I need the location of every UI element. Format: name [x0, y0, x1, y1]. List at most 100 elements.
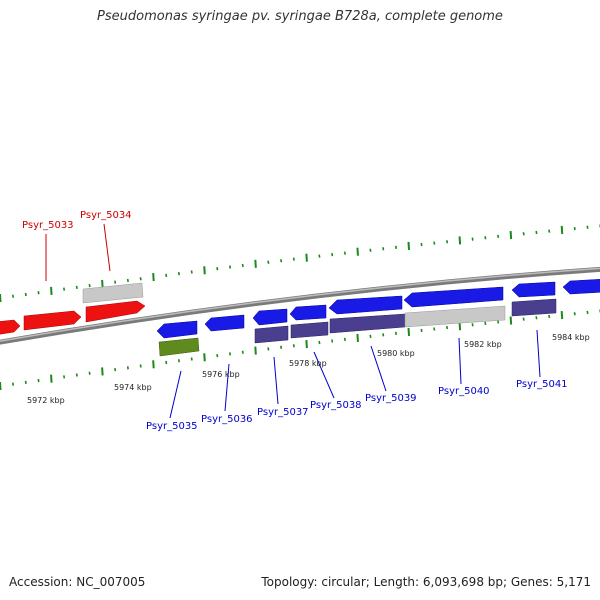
tick-mark: [24, 292, 27, 297]
tick-mark: [471, 237, 474, 241]
gene-label-psyr-5036[interactable]: Psyr_5036: [201, 414, 253, 425]
tick-mark: [356, 333, 359, 342]
gene-block-grey: [82, 282, 144, 304]
tick-mark: [190, 270, 193, 274]
tick-mark: [203, 266, 206, 275]
tick-mark: [88, 371, 91, 375]
tick-mark: [50, 286, 53, 295]
leader-line-psyr-5038: [313, 351, 335, 399]
tick-mark: [0, 293, 2, 303]
scale-label: 5972 kbp: [27, 396, 65, 405]
tick-mark: [152, 360, 155, 369]
tick-mark: [177, 359, 181, 363]
tick-mark: [165, 273, 168, 277]
tick-mark: [241, 263, 244, 268]
leader-line-psyr-5041: [536, 329, 541, 378]
tick-mark: [548, 229, 551, 233]
tick-mark: [37, 291, 40, 295]
tick-mark: [203, 353, 206, 362]
tick-mark: [343, 251, 346, 255]
leader-line-psyr-5040: [458, 337, 462, 385]
gene-label-psyr-5034[interactable]: Psyr_5034: [80, 210, 132, 221]
tick-mark: [420, 242, 423, 247]
tick-mark: [216, 353, 219, 358]
tick-mark: [254, 259, 257, 268]
tick-mark: [11, 382, 15, 386]
genome-stats-text: Topology: circular; Length: 6,093,698 bp…: [261, 575, 591, 589]
gene-arrow-red: [85, 300, 146, 323]
tick-mark: [241, 350, 244, 354]
tick-mark: [586, 310, 589, 314]
tick-mark: [0, 381, 2, 391]
gene-arrow-blue: [289, 304, 327, 321]
upper-tick-row: [0, 224, 600, 303]
tick-mark: [63, 287, 66, 291]
tick-mark: [509, 316, 513, 325]
gene-arrow-blue: [511, 281, 556, 298]
tick-mark: [446, 325, 449, 330]
tick-mark: [11, 294, 15, 298]
tick-mark: [573, 312, 576, 316]
scale-label: 5974 kbp: [114, 383, 152, 392]
tick-mark: [356, 247, 359, 256]
tick-mark: [522, 317, 525, 321]
tick-mark: [369, 334, 372, 338]
tick-mark: [433, 241, 436, 245]
gene-label-psyr-5038[interactable]: Psyr_5038: [310, 400, 362, 411]
leader-line-psyr-5036: [224, 363, 230, 412]
tick-mark: [280, 259, 283, 263]
scale-label: 5982 kbp: [464, 340, 502, 349]
tick-mark: [560, 225, 564, 234]
tick-mark: [586, 225, 589, 229]
tick-mark: [522, 232, 525, 236]
gene-label-psyr-5041[interactable]: Psyr_5041: [516, 379, 568, 390]
tick-mark: [484, 236, 487, 240]
gene-label-psyr-5040[interactable]: Psyr_5040: [438, 386, 490, 397]
tick-mark: [535, 316, 538, 320]
tick-mark: [343, 337, 346, 342]
tick-mark: [228, 352, 232, 356]
gene-arrow-blue: [562, 279, 600, 295]
tick-mark: [24, 380, 27, 384]
gene-label-psyr-5033[interactable]: Psyr_5033: [22, 220, 74, 231]
tick-mark: [318, 340, 321, 345]
gene-label-psyr-5037[interactable]: Psyr_5037: [257, 407, 309, 418]
gene-label-psyr-5035[interactable]: Psyr_5035: [146, 421, 198, 432]
lower-tick-row: [0, 309, 600, 391]
leader-line-psyr-5037: [273, 356, 279, 405]
tick-mark: [369, 248, 372, 252]
gene-label-psyr-5039[interactable]: Psyr_5039: [365, 393, 417, 404]
tick-mark: [292, 344, 295, 348]
tick-mark: [280, 345, 283, 349]
gene-arrow-red: [0, 319, 21, 335]
leader-line-psyr-5035: [169, 370, 182, 419]
tick-mark: [535, 230, 538, 235]
genome-backbone-highlight: [0, 267, 600, 342]
gene-arrow-blue: [328, 295, 403, 315]
tick-mark: [114, 280, 117, 284]
tick-mark: [573, 226, 576, 231]
tick-mark: [305, 340, 308, 349]
map-title: Pseudomonas syringae pv. syringae B728a,…: [97, 9, 503, 24]
tick-mark: [497, 234, 500, 239]
gene-block-purple: [511, 298, 557, 317]
tick-mark: [114, 367, 117, 372]
gene-block-green: [158, 337, 200, 357]
reverse-genes: [156, 279, 600, 357]
scale-label: 5978 kbp: [289, 359, 327, 368]
tick-mark: [497, 320, 500, 324]
tick-mark: [75, 285, 78, 290]
gene-arrow-blue: [204, 314, 245, 332]
tick-mark: [88, 284, 91, 288]
gene-block-purple: [254, 325, 289, 344]
tick-mark: [50, 374, 53, 383]
gene-block-purple: [290, 321, 329, 339]
leader-line-psyr-5039: [370, 345, 387, 392]
tick-mark: [292, 257, 295, 261]
tick-mark: [382, 333, 385, 337]
tick-mark: [394, 331, 398, 336]
tick-mark: [382, 247, 385, 251]
tick-mark: [318, 254, 321, 258]
tick-mark: [228, 265, 232, 269]
